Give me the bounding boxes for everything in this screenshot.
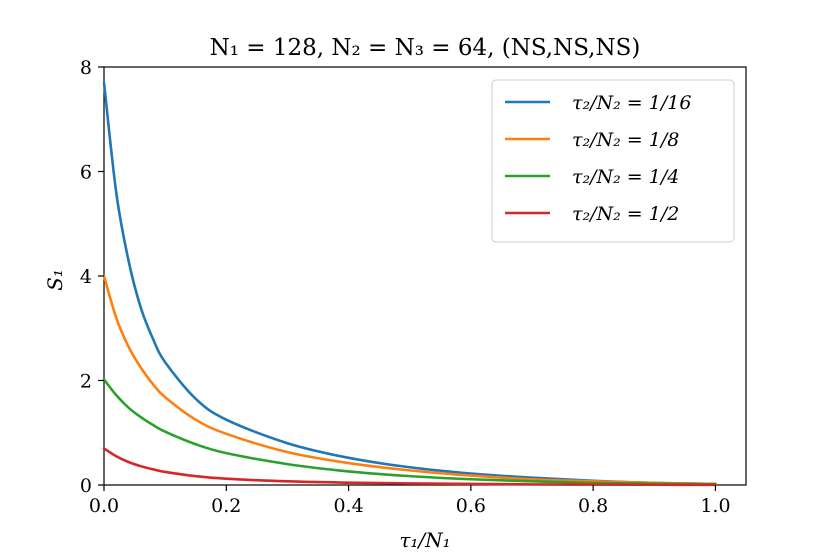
x-tick-label: 0.8 (578, 495, 608, 517)
y-tick-label: 4 (80, 266, 92, 288)
series-line-2 (102, 274, 717, 486)
legend: τ₂/N₂ = 1/16 τ₂/N₂ = 1/8 τ₂/N₂ = 1/4 τ₂/N₂ … (491, 79, 735, 243)
series-layer (102, 81, 717, 487)
x-tick-label: 0.6 (456, 495, 486, 517)
legend-label-1: τ₂/N₂ = 1/16 (572, 92, 691, 114)
y-tick-label: 6 (80, 162, 92, 184)
x-tick-label: 0.2 (211, 495, 241, 517)
x-tick-label: 0.0 (89, 495, 119, 517)
plot-area: 0.0 0.2 0.4 0.6 0.8 1.0 0 2 4 6 8 (80, 57, 747, 517)
y-axis-ticks: 0 2 4 6 8 (80, 57, 104, 497)
series-line-3 (102, 378, 717, 486)
chart-title: N₁ = 128, N₂ = N₃ = 64, (NS,NS,NS) (210, 35, 641, 61)
y-tick-label: 2 (80, 371, 92, 393)
legend-label-4: τ₂/N₂ = 1/2 (572, 203, 679, 225)
x-tick-label: 0.4 (333, 495, 363, 517)
x-axis-label: τ₁/N₁ (399, 528, 450, 552)
legend-label-3: τ₂/N₂ = 1/4 (572, 166, 679, 188)
legend-box (491, 79, 735, 243)
series-line-4 (102, 447, 717, 487)
legend-label-2: τ₂/N₂ = 1/8 (572, 129, 679, 151)
y-tick-label: 0 (80, 475, 92, 497)
x-tick-label: 1.0 (700, 495, 730, 517)
y-tick-label: 8 (80, 57, 92, 79)
y-axis-label: S₁ (43, 269, 67, 291)
x-axis-ticks: 0.0 0.2 0.4 0.6 0.8 1.0 (89, 485, 731, 517)
